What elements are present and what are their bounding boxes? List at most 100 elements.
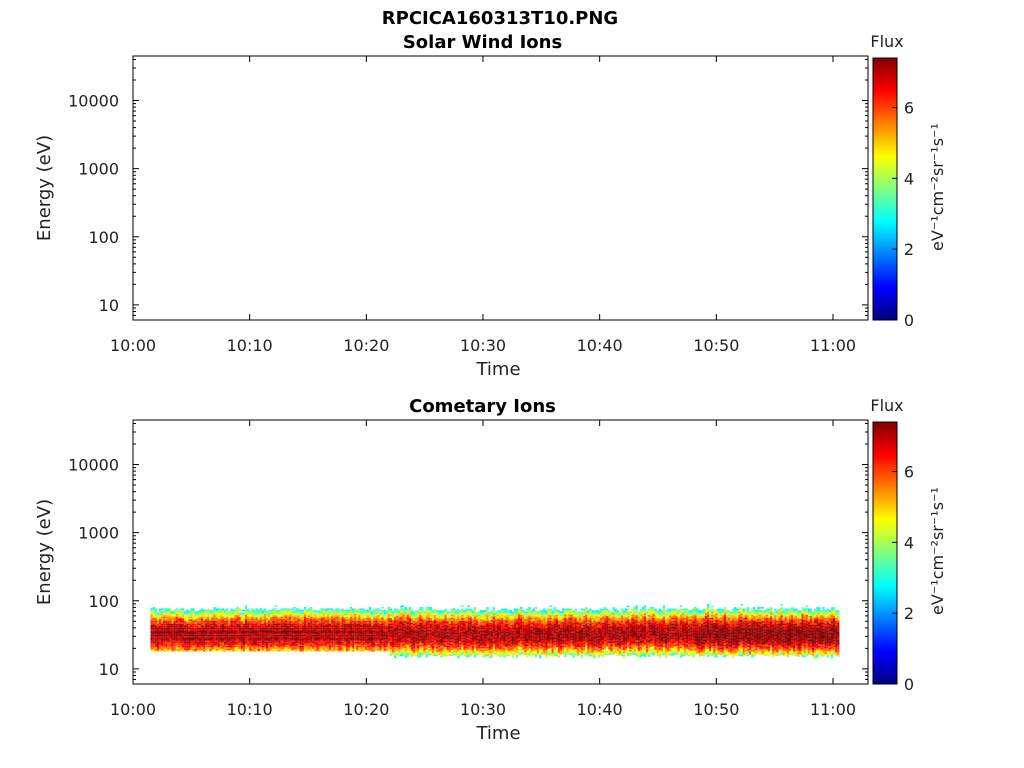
spectrogram-cell [429, 619, 432, 621]
spectrogram-cell [200, 618, 204, 620]
spectrogram-cell [408, 651, 411, 653]
spectrogram-cell [163, 637, 166, 639]
spectrogram-cell [215, 650, 218, 652]
spectrogram-cell [482, 610, 485, 612]
spectrogram-cell [415, 627, 418, 629]
spectrogram-cell [452, 635, 456, 638]
spectrogram-cell [417, 629, 420, 631]
spectrogram-cell [425, 638, 428, 641]
spectrogram-cell [173, 644, 176, 646]
spectrogram-cell [322, 639, 325, 641]
spectrogram-cell [467, 624, 470, 626]
spectrogram-cell [268, 637, 271, 639]
spectrogram-cell [333, 641, 336, 644]
spectrogram-cell [190, 648, 193, 651]
spectrogram-cell [450, 651, 453, 653]
spectrogram-cell [392, 648, 395, 651]
spectrogram-cell [186, 645, 189, 648]
spectrogram-cell [392, 632, 395, 634]
spectrogram-cell [339, 629, 342, 631]
spectrogram-cell [213, 616, 216, 619]
spectrogram-cell [362, 616, 365, 619]
spectrogram-cell [320, 634, 323, 637]
spectrogram-cell [284, 626, 288, 628]
spectrogram-cell [419, 643, 422, 645]
spectrogram-cell [402, 626, 405, 629]
spectrogram-cell [310, 608, 313, 610]
spectrogram-cell [165, 625, 168, 627]
spectrogram-cell [385, 648, 388, 651]
spectrogram-cell [354, 612, 357, 614]
spectrogram-cell [461, 630, 464, 632]
spectrogram-cell [247, 630, 250, 632]
spectrogram-cell [438, 621, 441, 624]
spectrogram-cell [438, 619, 441, 621]
spectrogram-cell [217, 612, 220, 614]
spectrogram-cell [192, 612, 195, 614]
spectrogram-cell [404, 630, 407, 633]
spectrogram-cell [408, 608, 411, 610]
spectrogram-cell [291, 615, 294, 617]
spectrogram-cell [215, 645, 218, 648]
spectrogram-cell [478, 643, 481, 645]
y-tick-label: 100 [88, 228, 119, 247]
spectrogram-cell [175, 613, 178, 616]
spectrogram-cell [318, 622, 321, 624]
spectrogram-cell [221, 643, 225, 645]
spectrogram-cell [322, 613, 325, 616]
spectrogram-cell [322, 630, 325, 632]
spectrogram-cell [232, 612, 235, 614]
spectrogram-cell [278, 626, 281, 628]
spectrogram-cell [463, 623, 466, 626]
spectrogram-cell [276, 612, 279, 614]
spectrogram-cell [431, 613, 435, 615]
spectrogram-cell [268, 615, 271, 617]
spectrogram-cell [413, 640, 416, 643]
spectrogram-cell [184, 613, 187, 616]
spectrogram-cell [272, 622, 275, 624]
spectrogram-cell [198, 618, 201, 620]
spectrogram-cell [404, 632, 407, 635]
spectrogram-cell [282, 634, 285, 637]
spectrogram-cell [352, 634, 355, 637]
spectrogram-cell [276, 619, 279, 621]
spectrogram-cell [192, 639, 195, 641]
spectrogram-cell [469, 617, 472, 620]
spectrogram-cell [236, 626, 239, 628]
spectrogram-cell [247, 608, 250, 610]
spectrogram-cell [238, 615, 241, 617]
spectrogram-cell [211, 620, 214, 623]
x-tick-label: 10:10 [227, 336, 273, 355]
spectrogram-cell [476, 616, 479, 618]
spectrogram-cell [175, 620, 178, 623]
spectrogram-cell [305, 629, 309, 631]
spectrogram-cell [238, 616, 241, 619]
spectrogram-cell [461, 636, 464, 638]
spectrogram-cell [469, 644, 472, 646]
spectrogram-cell [293, 639, 296, 641]
spectrogram-cell [165, 643, 168, 645]
spectrogram-cell [339, 618, 342, 620]
spectrogram-cell [217, 623, 220, 626]
spectrogram-cell [436, 625, 439, 627]
spectrogram-cell [173, 627, 176, 630]
spectrogram-cell [163, 633, 166, 635]
spectrogram-cell [410, 640, 414, 642]
spectrogram-cell [245, 612, 248, 614]
spectrogram-cell [165, 633, 168, 635]
spectrogram-cell [200, 623, 204, 626]
spectrogram-cell [194, 627, 197, 630]
spectrogram-cell [427, 611, 430, 614]
spectrogram-cell [203, 648, 206, 651]
spectrogram-cell [228, 639, 231, 641]
spectrogram-cell [175, 629, 178, 631]
spectrogram-cell [465, 627, 468, 630]
spectrogram-cell [295, 618, 298, 620]
spectrogram-cell [375, 626, 378, 628]
spectrogram-cell [337, 611, 340, 613]
spectrogram-cell [305, 609, 309, 612]
spectrogram-cell [156, 639, 159, 641]
spectrogram-cell [219, 630, 222, 632]
spectrogram-cell [423, 638, 426, 640]
spectrogram-cell [245, 611, 248, 613]
